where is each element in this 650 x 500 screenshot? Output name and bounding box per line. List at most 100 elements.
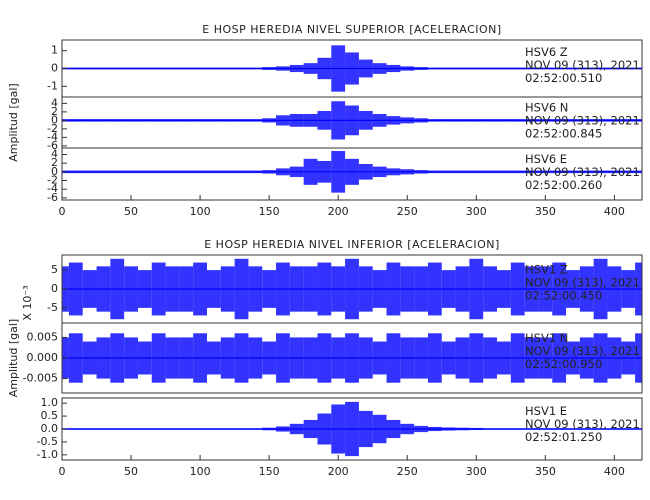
y-tick-label: -2 <box>47 174 58 187</box>
trace-envelope <box>137 270 152 308</box>
x-tick-label: 350 <box>535 205 556 218</box>
trace-envelope <box>579 170 594 174</box>
trace-envelope <box>289 114 304 127</box>
trace-envelope <box>151 67 166 70</box>
trace-envelope <box>497 428 511 430</box>
trace-envelope <box>621 270 636 308</box>
trace-envelope <box>179 337 194 379</box>
x-tick-label: 100 <box>190 205 211 218</box>
y-axis-label: Amplitud [gal] <box>7 319 20 397</box>
trace-envelope <box>593 67 608 70</box>
trace-envelope <box>193 170 207 174</box>
trace-envelope <box>220 266 235 312</box>
trace-envelope <box>441 67 456 70</box>
trace-envelope <box>96 266 111 312</box>
trace-time: 02:52:00.845 <box>525 127 602 141</box>
trace-date: NOV 09 (313), 2021 <box>525 114 640 128</box>
trace-envelope <box>276 66 290 71</box>
y-tick-label: 0 <box>51 113 58 126</box>
trace-envelope <box>538 67 553 70</box>
y-tick-label: -4 <box>47 130 58 143</box>
trace-envelope <box>593 333 608 383</box>
trace-envelope <box>317 111 332 130</box>
trace-envelope <box>497 67 511 70</box>
trace-envelope <box>427 119 442 122</box>
trace-envelope <box>110 428 125 430</box>
trace-envelope <box>234 170 249 174</box>
trace-envelope <box>566 170 580 174</box>
y-tick-label: 2 <box>51 105 58 118</box>
trace-envelope <box>248 337 263 379</box>
trace-envelope <box>552 170 567 174</box>
trace-envelope <box>276 426 290 432</box>
y-axis-label: Amplitud [gal] <box>7 83 20 161</box>
trace-envelope <box>165 119 180 122</box>
trace-envelope <box>358 111 373 130</box>
trace-envelope <box>386 116 401 125</box>
trace-envelope <box>593 170 608 174</box>
trace-envelope <box>579 428 594 430</box>
trace-envelope <box>207 341 221 375</box>
trace-envelope <box>207 170 221 174</box>
trace-envelope <box>386 168 401 176</box>
trace-envelope <box>82 170 97 174</box>
trace-envelope <box>220 119 235 122</box>
y-tick-label: -6 <box>47 191 58 204</box>
trace-envelope <box>524 337 539 379</box>
x-tick-label: 50 <box>124 465 138 478</box>
trace-envelope <box>68 67 83 70</box>
trace-envelope <box>455 337 470 379</box>
trace-envelope <box>345 258 359 320</box>
trace-envelope <box>137 428 152 430</box>
x-tick-label: 150 <box>259 465 280 478</box>
trace-envelope <box>96 337 111 379</box>
trace-date: NOV 09 (313), 2021 <box>525 165 640 179</box>
trace-envelope <box>248 428 263 430</box>
trace-envelope <box>441 170 456 174</box>
trace-envelope <box>248 67 263 70</box>
trace-envelope <box>276 115 290 126</box>
trace-envelope <box>510 262 525 316</box>
trace-envelope <box>510 119 525 122</box>
trace-envelope <box>579 337 594 379</box>
trace-envelope <box>621 341 636 375</box>
trace-envelope <box>303 158 318 185</box>
trace-envelope <box>483 266 497 312</box>
trace-envelope <box>96 119 111 122</box>
trace-envelope <box>372 114 387 127</box>
y-tick-label: 0 <box>51 62 58 75</box>
trace-envelope <box>552 262 567 316</box>
trace-envelope <box>262 270 277 308</box>
trace-envelope <box>317 57 332 80</box>
trace-envelope <box>179 428 194 430</box>
trace-envelope <box>137 170 152 174</box>
trace-envelope <box>276 168 290 176</box>
trace-envelope <box>345 401 359 457</box>
trace-envelope <box>635 333 642 383</box>
trace-envelope <box>262 170 277 174</box>
trace-envelope <box>483 170 497 174</box>
trace-envelope <box>345 333 359 383</box>
trace-envelope <box>165 266 180 312</box>
y-tick-label: 0.5 <box>41 409 59 422</box>
trace-envelope <box>207 119 221 122</box>
trace-envelope <box>248 266 263 312</box>
x-tick-label: 150 <box>259 205 280 218</box>
trace-envelope <box>234 333 249 383</box>
trace-envelope <box>345 158 359 185</box>
trace-envelope <box>469 119 484 122</box>
trace-envelope <box>207 428 221 430</box>
x-tick-label: 200 <box>328 205 349 218</box>
trace-envelope <box>469 67 484 70</box>
trace-envelope <box>427 67 442 70</box>
trace-envelope <box>124 428 138 430</box>
trace-envelope <box>483 337 497 379</box>
trace-envelope <box>469 427 484 431</box>
trace-envelope <box>579 266 594 312</box>
trace-envelope <box>497 170 511 174</box>
trace-envelope <box>345 52 359 85</box>
trace-envelope <box>510 428 525 430</box>
trace-envelope <box>317 161 332 183</box>
trace-envelope <box>400 117 415 124</box>
trace-envelope <box>372 414 387 444</box>
